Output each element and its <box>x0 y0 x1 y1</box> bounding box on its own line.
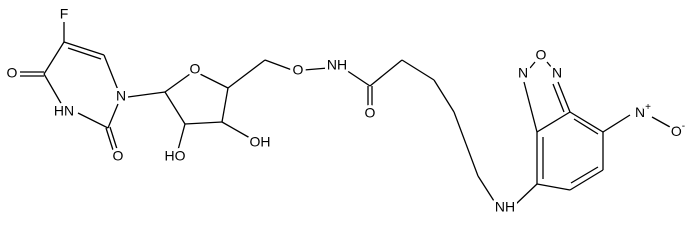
bond <box>529 61 536 69</box>
atom-labels: F O HN O N O HO OH O NH O N O N NH N+ O- <box>4 3 689 215</box>
atom-symbol: O <box>671 123 682 139</box>
atom-label: HO <box>165 148 186 164</box>
bond <box>77 112 109 129</box>
bond <box>433 79 455 113</box>
atom-label: O <box>536 47 547 63</box>
bond <box>651 116 671 128</box>
atom-label: O <box>113 148 124 164</box>
atom-label: O <box>293 62 304 78</box>
bond <box>264 59 293 71</box>
bond <box>199 73 229 89</box>
bond <box>536 111 571 133</box>
bond <box>177 123 186 151</box>
charge: - <box>682 121 685 132</box>
bond <box>43 73 63 106</box>
bond <box>573 118 599 135</box>
atom-label: O <box>365 105 376 121</box>
atom-label: NH <box>327 57 347 73</box>
bond <box>127 91 166 98</box>
bond <box>570 166 599 184</box>
bond <box>453 111 467 145</box>
atom-label: O- <box>671 121 685 139</box>
bond <box>43 41 65 75</box>
bond <box>227 59 266 89</box>
atom-label: OH <box>250 134 271 150</box>
bonds <box>20 22 671 205</box>
bond <box>536 183 571 191</box>
bond <box>465 143 479 177</box>
bond <box>164 91 186 125</box>
bond <box>546 61 553 69</box>
bond <box>105 127 114 151</box>
bond <box>303 67 329 71</box>
atom-label: F <box>60 6 69 22</box>
atom-label: N+ <box>635 102 651 120</box>
bond <box>109 126 118 150</box>
atom-label: HN <box>54 103 74 119</box>
bond <box>602 114 631 133</box>
structure-diagram: F O HN O N O HO OH O NH O N O N NH N+ O- <box>4 3 689 215</box>
bond <box>164 73 191 93</box>
bond <box>107 103 119 129</box>
bond <box>515 183 538 205</box>
atom-label: N <box>518 65 528 81</box>
bond <box>401 59 435 81</box>
bond <box>67 47 102 60</box>
bond <box>569 169 604 191</box>
bond <box>184 121 223 125</box>
atom-symbol: N <box>635 104 645 120</box>
bond <box>221 121 251 139</box>
bond <box>523 81 538 133</box>
bond <box>557 81 571 113</box>
bond <box>221 87 229 123</box>
charge: + <box>645 102 651 113</box>
atom-label: N <box>552 65 562 81</box>
atom-label: N <box>116 88 126 104</box>
bond <box>552 83 565 113</box>
atom-label: O <box>190 61 201 77</box>
bond <box>477 175 495 202</box>
bond <box>569 111 604 133</box>
atom-label: NH <box>495 199 515 215</box>
bond <box>345 69 371 87</box>
bond <box>369 59 403 87</box>
bond <box>103 54 119 91</box>
atom-label: O <box>7 65 18 81</box>
bond <box>63 41 105 56</box>
